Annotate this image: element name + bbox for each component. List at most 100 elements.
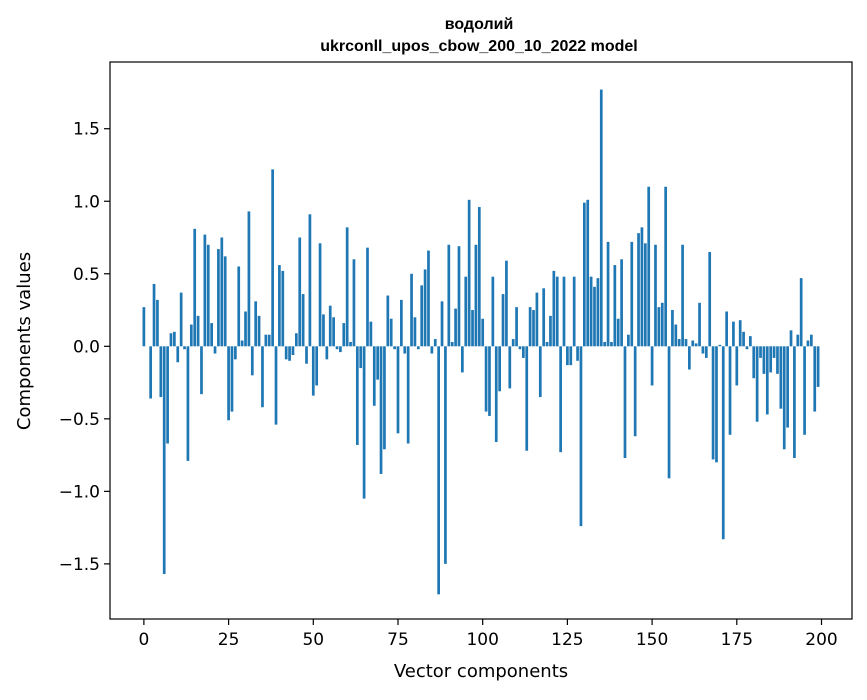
bar-141 <box>620 259 623 347</box>
bar-68 <box>372 346 376 406</box>
bar-175 <box>735 346 739 386</box>
bar-137 <box>606 241 610 347</box>
bar-151 <box>654 244 657 347</box>
bar-87 <box>437 346 440 595</box>
bar-26 <box>230 346 234 412</box>
bar-155 <box>667 346 671 479</box>
bar-15 <box>193 228 197 347</box>
bar-94 <box>461 346 464 373</box>
bar-50 <box>311 346 315 396</box>
bar-145 <box>633 346 637 437</box>
bar-77 <box>403 346 407 354</box>
bar-176 <box>738 320 742 347</box>
bar-153 <box>660 302 664 347</box>
chart-title-line2: ukrconll_upos_cbow_200_10_2022 model <box>320 38 637 55</box>
bar-123 <box>559 346 562 453</box>
bar-191 <box>789 330 793 347</box>
y-tick-label: −1.5 <box>59 555 100 575</box>
bar-18 <box>203 234 207 347</box>
x-tick-label: 75 <box>387 630 409 650</box>
bar-21 <box>213 346 217 354</box>
bar-19 <box>206 244 210 347</box>
bar-159 <box>681 244 684 347</box>
y-axis-label: Components values <box>14 252 35 430</box>
bar-42 <box>284 346 288 360</box>
bar-91 <box>450 341 454 347</box>
bar-96 <box>467 199 471 347</box>
bar-126 <box>569 346 573 366</box>
bar-80 <box>413 317 417 347</box>
bar-168 <box>711 346 715 460</box>
bar-100 <box>481 318 485 347</box>
bar-34 <box>257 315 261 347</box>
bar-58 <box>339 346 342 353</box>
bar-199 <box>816 346 820 387</box>
bar-46 <box>298 237 302 347</box>
bar-49 <box>308 214 312 347</box>
bar-40 <box>278 265 281 347</box>
bar-55 <box>328 305 332 347</box>
bar-171 <box>721 346 725 540</box>
bar-129 <box>579 346 583 527</box>
bar-37 <box>267 334 271 347</box>
bar-133 <box>593 286 596 347</box>
bar-57 <box>335 346 339 350</box>
bar-193 <box>796 334 800 347</box>
bar-20 <box>210 323 213 347</box>
bar-122 <box>555 276 559 347</box>
bar-166 <box>704 346 708 358</box>
bar-146 <box>637 233 640 347</box>
bar-62 <box>352 259 356 347</box>
bar-152 <box>657 307 661 347</box>
x-tick-label: 100 <box>466 630 498 650</box>
bar-185 <box>769 346 773 373</box>
bar-135 <box>599 89 603 347</box>
bar-51 <box>315 346 319 386</box>
bar-195 <box>803 346 806 435</box>
bar-39 <box>274 346 278 425</box>
y-tick-label: 0.0 <box>73 337 100 357</box>
bar-66 <box>366 247 369 347</box>
bar-106 <box>501 294 505 347</box>
x-tick-label: 25 <box>218 630 240 650</box>
bars <box>142 89 820 595</box>
bar-47 <box>301 294 305 347</box>
bar-11 <box>179 292 183 347</box>
bar-172 <box>725 311 728 347</box>
bar-69 <box>376 346 380 380</box>
bar-56 <box>332 317 335 347</box>
bar-165 <box>701 346 705 354</box>
bar-132 <box>589 276 593 347</box>
bar-14 <box>189 324 193 347</box>
bar-198 <box>813 346 817 412</box>
bar-23 <box>220 237 224 347</box>
bar-189 <box>782 346 786 450</box>
bar-109 <box>511 339 515 347</box>
bar-197 <box>809 334 813 347</box>
bar-180 <box>752 346 756 379</box>
bar-63 <box>355 346 359 445</box>
bar-92 <box>454 308 457 347</box>
bar-167 <box>708 252 712 347</box>
bar-181 <box>755 346 759 422</box>
bar-102 <box>488 346 491 416</box>
bar-196 <box>806 340 810 347</box>
bar-119 <box>545 341 549 347</box>
bar-28 <box>237 266 241 347</box>
bar-177 <box>742 331 745 347</box>
x-tick-label: 0 <box>138 630 149 650</box>
bar-149 <box>647 186 651 347</box>
bar-148 <box>643 243 647 347</box>
bar-85 <box>430 346 434 354</box>
bar-194 <box>799 278 803 347</box>
bar-178 <box>745 346 749 350</box>
bar-12 <box>183 346 186 350</box>
bar-107 <box>505 260 508 347</box>
bar-36 <box>264 334 268 347</box>
bar-84 <box>427 250 430 347</box>
bar-61 <box>349 341 352 347</box>
bar-138 <box>610 341 613 347</box>
bar-75 <box>396 346 400 434</box>
bar-182 <box>759 346 762 358</box>
bar-184 <box>765 346 769 415</box>
